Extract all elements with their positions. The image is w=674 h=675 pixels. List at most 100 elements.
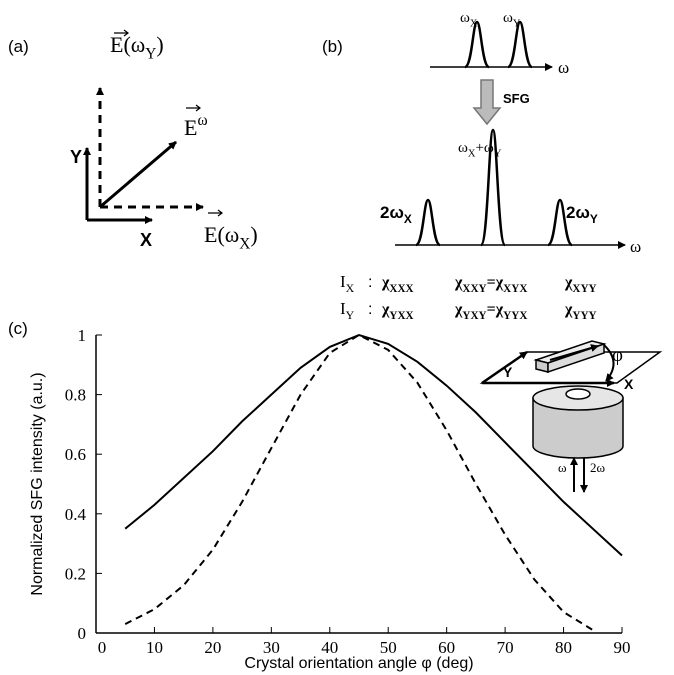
subscript: X (239, 236, 250, 253)
row-label: IY (340, 299, 355, 322)
x-tick-label: 20 (204, 638, 221, 657)
y-axis-label: Normalized SFG intensity (a.u.) (29, 372, 46, 595)
axis-label: ω (558, 58, 569, 77)
input-label: ω (558, 460, 567, 475)
text-part: +ω (475, 140, 493, 156)
field-label: E(ωX) (204, 222, 258, 253)
text-part: χ (564, 274, 573, 291)
field-arrow (99, 140, 177, 209)
panel-a (83, 29, 223, 224)
angle-label: φ (612, 345, 623, 366)
text-part: χ (381, 301, 390, 318)
subscript: XYY (572, 283, 596, 295)
subscript: X (470, 19, 478, 30)
axis-label: ω (630, 237, 641, 256)
cylinder (532, 397, 624, 459)
subscript: Y (346, 308, 355, 322)
field-label: Eω (184, 112, 208, 140)
plot-area: 00.20.40.60.810 10 20 30 40 50 60 70 80 90 (65, 326, 631, 657)
text-part: =χ (487, 274, 504, 291)
field-label: E(ωY) (110, 32, 164, 63)
text-part: ) (156, 32, 163, 57)
vector-arrow (186, 104, 201, 112)
subscript: X (468, 149, 476, 160)
text-part: E(ω (110, 32, 145, 57)
peak-label: 2ωY (566, 203, 598, 226)
subscript: XXX (389, 283, 413, 295)
text-part: ω (458, 140, 468, 156)
subscript: X (346, 281, 355, 295)
peak (463, 20, 491, 69)
panel-label: (c) (8, 319, 28, 338)
subscript: Y (494, 149, 502, 160)
lens (565, 388, 591, 400)
x-axis-label: Crystal orientation angle φ (deg) (244, 655, 473, 672)
text-part: 2ω (380, 203, 404, 222)
text-part: ) (250, 222, 257, 247)
axis-label: Y (70, 147, 82, 167)
x-tick-label: 70 (497, 638, 514, 657)
text-part: χ (564, 301, 573, 318)
x-tick-label: 90 (614, 638, 631, 657)
x-tick-label: 80 (555, 638, 572, 657)
subscript: YXX (389, 310, 413, 322)
series-line (124, 333, 623, 557)
series-line (124, 333, 594, 631)
orientation-arrow (549, 344, 599, 361)
peak-label: ωX+ωY (458, 140, 502, 160)
axis-label: X (140, 230, 152, 250)
subscript: X (404, 212, 412, 226)
y-tick-label: 1 (78, 326, 87, 345)
x-tick-label: 60 (438, 638, 455, 657)
text-part: E (184, 115, 197, 140)
peaks (414, 20, 574, 247)
subscript: Y (590, 212, 598, 226)
x-tick-label: 30 (263, 638, 280, 657)
text-part: 2ω (566, 203, 590, 222)
panel-label: (b) (322, 37, 343, 56)
crystal (535, 359, 549, 373)
axis-label: Y (503, 364, 513, 380)
susceptibility: χYXX (381, 301, 414, 322)
panel-label: (a) (8, 37, 29, 56)
x-tick-label: 50 (380, 638, 397, 657)
peak-label: ωX (460, 10, 478, 30)
peak-label: ωY (503, 10, 521, 30)
process-label: SFG (503, 91, 530, 106)
text-part: I (340, 299, 346, 318)
y-tick-label: 0 (78, 624, 87, 643)
vector-arrow (114, 29, 129, 37)
inset (479, 340, 663, 493)
y-tick-label: 0.6 (65, 445, 86, 464)
subscript: YXY (462, 310, 486, 322)
superscript: ω (197, 112, 207, 129)
susceptibility: χXXX (381, 274, 414, 295)
subscript: YYY (572, 310, 596, 322)
process-arrow (472, 79, 502, 126)
peak-label: 2ωX (380, 203, 412, 226)
peak (546, 198, 574, 247)
text-part: ω (503, 10, 513, 26)
x-tick-label: 0 (98, 638, 107, 657)
row-separator: : (368, 301, 372, 318)
y-tick-label: 0.8 (65, 386, 86, 405)
text-part: χ (454, 301, 463, 318)
subscript: Y (513, 19, 521, 30)
peak (414, 198, 442, 247)
susceptibility: χXXY=χXYX (454, 274, 527, 295)
row-label: IX (340, 272, 355, 295)
text-part: I (340, 272, 346, 291)
peak (506, 20, 534, 69)
subscript: XXY (462, 283, 486, 295)
y-tick-label: 0.4 (65, 505, 87, 524)
angle-arc (603, 344, 615, 382)
row-separator: : (368, 274, 372, 291)
subscript: XYX (503, 283, 527, 295)
text-part: E(ω (204, 222, 239, 247)
x-tick-label: 10 (146, 638, 163, 657)
x-tick-label: 40 (321, 638, 338, 657)
text-part: ω (460, 10, 470, 26)
text-part: χ (381, 274, 390, 291)
text-part: =χ (487, 301, 504, 318)
